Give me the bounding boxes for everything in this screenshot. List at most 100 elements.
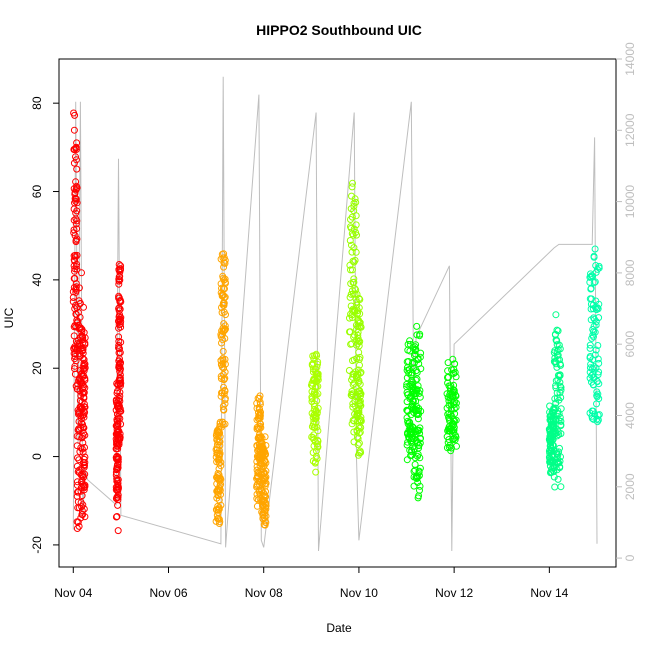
data-point bbox=[352, 212, 360, 220]
data-point bbox=[545, 447, 553, 455]
data-point bbox=[314, 404, 322, 412]
data-point bbox=[74, 308, 82, 316]
data-point bbox=[586, 409, 594, 417]
data-point bbox=[79, 412, 87, 419]
data-point bbox=[353, 336, 361, 344]
data-point bbox=[219, 347, 227, 355]
data-point bbox=[258, 466, 266, 473]
data-point bbox=[254, 472, 262, 480]
y2-tick-label: 12000 bbox=[623, 113, 637, 147]
data-point bbox=[215, 465, 223, 473]
data-point bbox=[589, 301, 597, 309]
data-point bbox=[314, 360, 321, 368]
data-point bbox=[72, 195, 80, 203]
data-point bbox=[113, 465, 121, 472]
data-point bbox=[451, 360, 459, 368]
data-point bbox=[116, 363, 124, 371]
data-point bbox=[403, 407, 411, 415]
data-point bbox=[445, 415, 453, 423]
data-point bbox=[595, 411, 603, 419]
data-point bbox=[115, 275, 123, 283]
data-point bbox=[590, 363, 598, 371]
data-point bbox=[451, 410, 459, 418]
data-point bbox=[220, 406, 227, 414]
x-tick-label: Nov 10 bbox=[340, 586, 378, 600]
data-point bbox=[348, 241, 355, 249]
plot-frame bbox=[58, 58, 617, 568]
data-point bbox=[408, 369, 416, 377]
data-point bbox=[113, 513, 121, 520]
data-point bbox=[403, 374, 411, 382]
series-group bbox=[586, 245, 603, 426]
data-point bbox=[452, 391, 459, 399]
data-point bbox=[260, 462, 268, 470]
x-tick-label: Nov 14 bbox=[530, 586, 568, 600]
data-point bbox=[219, 291, 227, 299]
data-point bbox=[554, 356, 562, 364]
data-point bbox=[117, 265, 124, 273]
data-point bbox=[546, 456, 554, 464]
data-point bbox=[353, 290, 361, 298]
series-group bbox=[345, 179, 365, 459]
data-point bbox=[414, 473, 422, 481]
data-point bbox=[71, 355, 79, 363]
series-group bbox=[112, 261, 125, 535]
data-point bbox=[114, 501, 122, 509]
series-group bbox=[253, 392, 270, 529]
y-axis-left: -20 0 20 40 60 80 bbox=[30, 96, 59, 554]
data-point bbox=[446, 425, 454, 433]
data-point bbox=[220, 250, 228, 258]
data-point bbox=[552, 416, 560, 424]
data-point bbox=[255, 415, 263, 423]
data-point bbox=[450, 369, 458, 377]
data-point bbox=[592, 364, 600, 372]
data-point bbox=[346, 328, 353, 336]
data-point bbox=[79, 344, 87, 352]
data-point bbox=[546, 458, 554, 466]
data-point bbox=[556, 464, 564, 472]
data-point bbox=[591, 303, 599, 311]
data-point bbox=[76, 313, 84, 321]
data-point bbox=[81, 481, 89, 489]
data-point bbox=[591, 328, 599, 336]
data-point bbox=[557, 483, 565, 491]
data-point bbox=[357, 402, 365, 410]
data-point bbox=[594, 418, 601, 426]
data-points-layer bbox=[69, 109, 603, 535]
data-point bbox=[557, 417, 565, 425]
data-point bbox=[79, 501, 87, 509]
data-point bbox=[593, 378, 601, 386]
data-point bbox=[80, 372, 88, 380]
data-point bbox=[116, 433, 124, 441]
data-point bbox=[413, 375, 421, 383]
data-point bbox=[449, 419, 457, 427]
data-point bbox=[353, 355, 361, 363]
data-point bbox=[453, 442, 460, 450]
data-point bbox=[354, 307, 361, 315]
data-point bbox=[114, 476, 122, 484]
data-point bbox=[261, 456, 269, 464]
data-point bbox=[415, 389, 423, 397]
data-point bbox=[357, 323, 365, 330]
data-point bbox=[79, 439, 87, 447]
data-point bbox=[411, 350, 419, 358]
data-point bbox=[115, 401, 123, 409]
data-point bbox=[80, 407, 88, 415]
data-point bbox=[213, 430, 221, 438]
data-point bbox=[73, 385, 81, 393]
data-point bbox=[417, 434, 424, 442]
data-point bbox=[550, 473, 558, 481]
data-point bbox=[355, 348, 363, 356]
data-point bbox=[549, 436, 557, 444]
data-point bbox=[70, 126, 78, 134]
data-point bbox=[80, 329, 88, 337]
data-point bbox=[80, 486, 88, 494]
data-point bbox=[73, 442, 81, 450]
data-point bbox=[345, 367, 353, 374]
data-point bbox=[588, 334, 596, 342]
data-point bbox=[412, 341, 420, 349]
data-point bbox=[588, 295, 595, 303]
x-tick-label: Nov 04 bbox=[54, 586, 92, 600]
data-point bbox=[413, 369, 421, 376]
